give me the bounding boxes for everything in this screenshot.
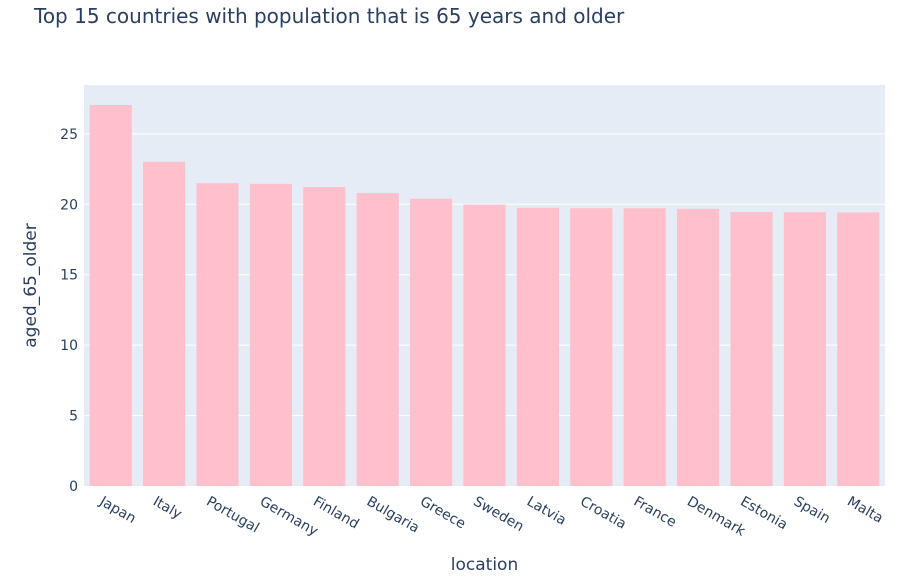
x-axis-title: location <box>451 555 518 575</box>
bar-latvia[interactable] <box>516 207 559 486</box>
x-tick-label: Japan <box>96 493 139 527</box>
bar-japan[interactable] <box>89 105 132 487</box>
x-tick-label: Spain <box>791 494 833 527</box>
y-tick-label: 15 <box>60 268 78 284</box>
bar-denmark[interactable] <box>677 208 720 486</box>
bar-finland[interactable] <box>303 187 346 486</box>
y-tick-label: 0 <box>69 479 78 495</box>
x-tick-label: Italy <box>150 494 184 523</box>
x-tick-label: Croatia <box>577 494 629 533</box>
chart-title: Top 15 countries with population that is… <box>34 4 625 28</box>
bar-spain[interactable] <box>783 212 826 487</box>
x-tick-label: Greece <box>417 494 468 533</box>
x-tick-label: Sweden <box>471 494 527 536</box>
y-axis-ticks: 0 5 10 15 20 25 <box>60 127 78 495</box>
bar-france[interactable] <box>623 208 666 486</box>
x-tick-label: Germany <box>257 494 321 540</box>
y-tick-label: 10 <box>60 338 78 354</box>
x-tick-label: France <box>631 494 679 531</box>
y-tick-label: 20 <box>60 197 78 213</box>
x-tick-label: Latvia <box>524 494 569 529</box>
bar-bulgaria[interactable] <box>356 193 399 486</box>
x-tick-label: Portugal <box>204 494 262 537</box>
x-tick-label: Malta <box>844 494 885 527</box>
bar-sweden[interactable] <box>463 204 506 487</box>
bar-croatia[interactable] <box>570 208 613 486</box>
y-tick-label: 5 <box>69 409 78 425</box>
y-axis-title: aged_65_older <box>21 223 41 347</box>
bar-malta[interactable] <box>837 212 880 486</box>
bar-portugal[interactable] <box>196 183 239 486</box>
x-tick-label: Bulgaria <box>364 494 422 537</box>
y-tick-label: 25 <box>60 127 78 143</box>
bar-greece[interactable] <box>410 198 453 487</box>
x-tick-label: Denmark <box>684 494 748 540</box>
bar-estonia[interactable] <box>730 212 773 486</box>
bar-italy[interactable] <box>143 161 186 486</box>
bars <box>89 105 880 487</box>
bar-germany[interactable] <box>249 183 292 486</box>
